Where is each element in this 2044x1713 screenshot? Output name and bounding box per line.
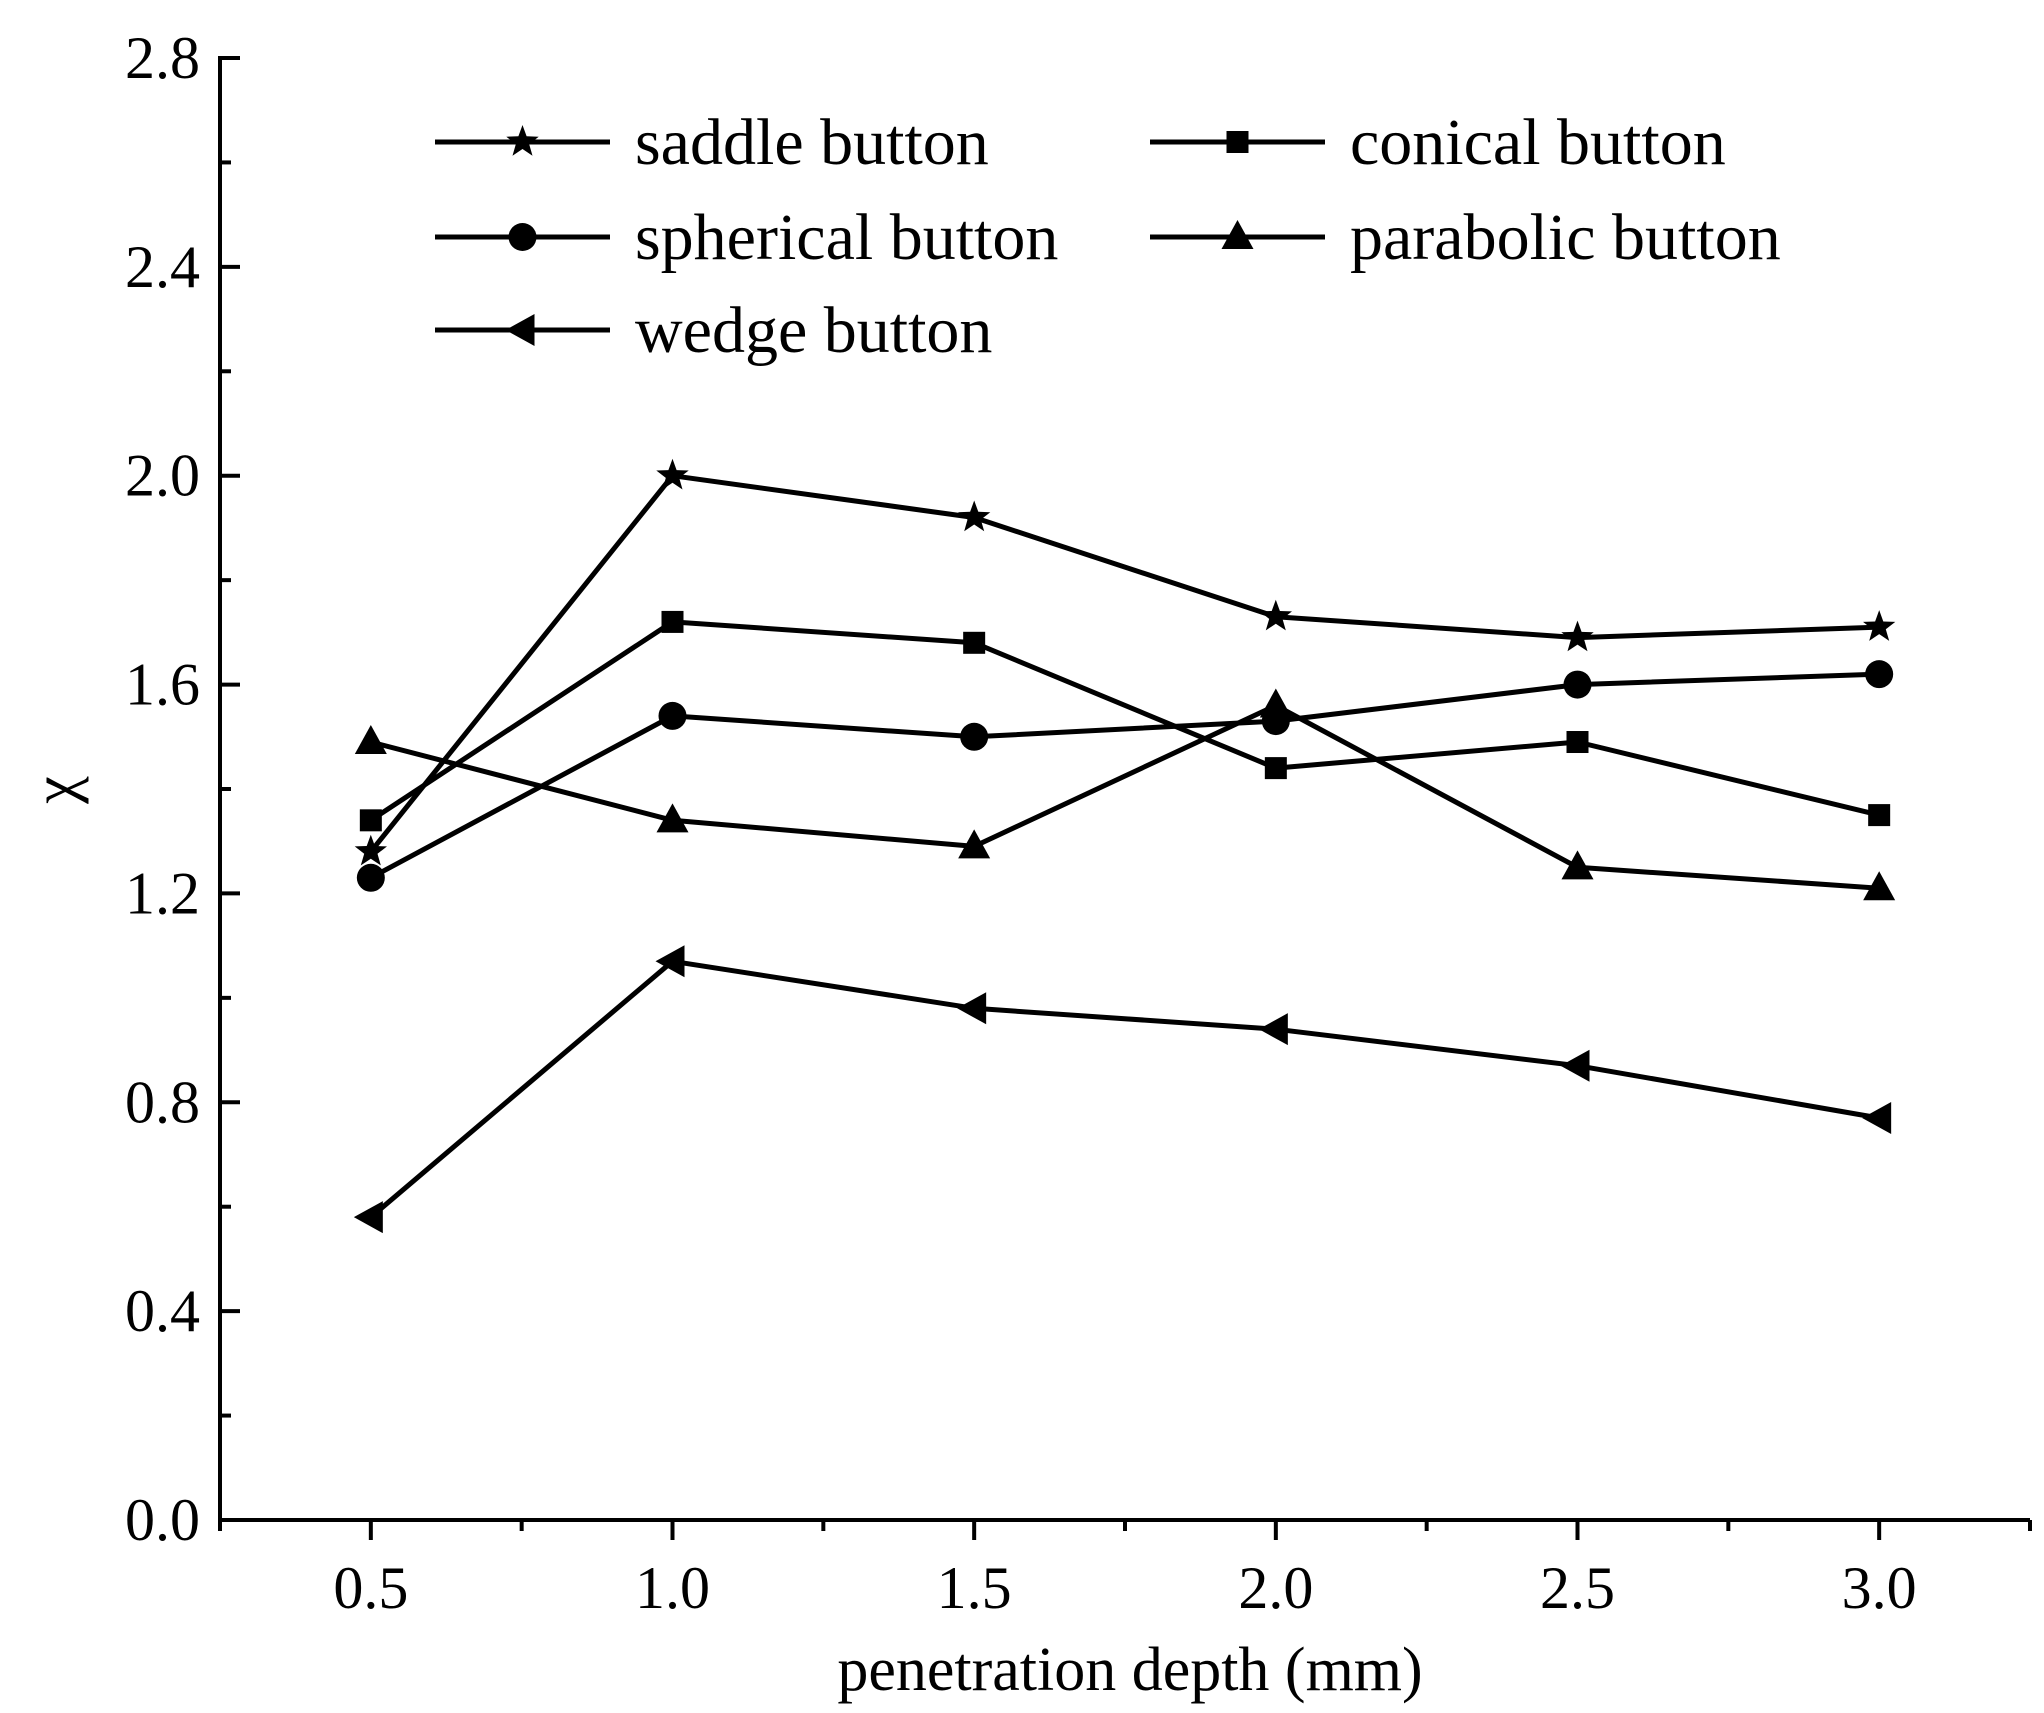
x-tick-label: 2.5 — [1540, 1555, 1615, 1621]
data-point-saddle-button — [1259, 599, 1292, 631]
y-tick-label: 1.6 — [125, 652, 200, 718]
data-point-saddle-button — [656, 458, 689, 490]
legend-marker-parabolic-button — [1221, 220, 1254, 249]
legend-label-saddle-button: saddle button — [635, 106, 989, 179]
data-point-parabolic-button — [1259, 688, 1292, 718]
series-line-parabolic-button — [370, 703, 1880, 891]
data-point-saddle-button — [1561, 620, 1594, 652]
data-point-conical-button — [661, 610, 684, 633]
data-point-wedge-button — [1560, 1049, 1590, 1082]
data-point-wedge-button — [957, 992, 987, 1025]
legend-item-parabolic-button: parabolic button — [1150, 201, 1781, 274]
legend-item-spherical-button: spherical button — [435, 201, 1058, 274]
data-point-conical-button — [1264, 757, 1287, 780]
series-conical-button — [359, 610, 1891, 832]
data-point-spherical-button — [1563, 670, 1592, 699]
y-axis-title: χ — [21, 776, 89, 805]
data-point-conical-button — [1868, 804, 1891, 827]
series-line-wedge-button — [369, 958, 1880, 1220]
legend-marker-saddle-button — [506, 125, 539, 156]
data-point-parabolic-button — [1863, 871, 1896, 901]
y-tick-label: 2.4 — [125, 234, 200, 300]
data-point-spherical-button — [960, 722, 989, 751]
x-axis-title: penetration depth (mm) — [837, 1636, 1422, 1704]
x-tick-label: 0.5 — [333, 1555, 408, 1621]
data-point-wedge-button — [353, 1201, 383, 1234]
data-point-spherical-button — [658, 701, 687, 730]
legend-item-wedge-button: wedge button — [435, 294, 992, 367]
data-point-parabolic-button — [656, 803, 689, 833]
y-tick-label: 1.2 — [125, 860, 200, 926]
y-tick-label: 0.8 — [125, 1069, 200, 1135]
legend-label-spherical-button: spherical button — [635, 201, 1058, 274]
y-tick-label: 0.0 — [125, 1487, 200, 1553]
data-point-wedge-button — [1862, 1101, 1892, 1134]
data-point-parabolic-button — [958, 829, 991, 859]
data-point-parabolic-button — [1561, 850, 1594, 880]
series-line-conical-button — [369, 619, 1880, 823]
legend-marker-wedge-button — [505, 314, 535, 346]
data-point-parabolic-button — [354, 725, 387, 755]
data-point-wedge-button — [655, 945, 685, 978]
y-tick-label: 2.0 — [125, 443, 200, 509]
data-point-wedge-button — [1258, 1013, 1288, 1046]
data-point-saddle-button — [958, 500, 991, 532]
y-tick-label: 2.8 — [125, 25, 200, 91]
legend: saddle button conical button spherical but… — [435, 106, 1781, 367]
legend-item-conical-button: conical button — [1150, 106, 1726, 179]
x-tick-label: 1.5 — [937, 1555, 1012, 1621]
data-point-conical-button — [359, 809, 382, 832]
x-tick-label: 1.0 — [635, 1555, 710, 1621]
legend-label-wedge-button: wedge button — [635, 294, 992, 367]
legend-item-saddle-button: saddle button — [435, 106, 989, 179]
x-tick-label: 2.0 — [1238, 1555, 1313, 1621]
y-tick-label: 0.4 — [125, 1278, 200, 1344]
data-point-saddle-button — [1863, 610, 1896, 641]
data-point-saddle-button — [354, 834, 387, 866]
legend-marker-conical-button — [1226, 131, 1249, 153]
series-saddle-button — [354, 458, 1896, 866]
legend-marker-spherical-button — [508, 223, 537, 251]
series-parabolic-button — [354, 688, 1896, 901]
legend-label-conical-button: conical button — [1350, 106, 1726, 179]
series-layer — [353, 458, 1896, 1234]
series-line-saddle-button — [368, 473, 1880, 854]
data-point-conical-button — [963, 631, 986, 654]
data-point-spherical-button — [356, 863, 385, 892]
x-tick-label: 3.0 — [1842, 1555, 1917, 1621]
axes: 0.0 0.4 0.8 1.2 1.6 2.0 2.4 2.8 0.5 1.0 1.5 2.0 2.5 3… — [125, 25, 2032, 1621]
data-point-conical-button — [1566, 731, 1589, 754]
legend-label-parabolic-button: parabolic button — [1350, 201, 1781, 274]
series-line-spherical-button — [369, 671, 1880, 881]
series-wedge-button — [353, 945, 1892, 1234]
data-point-spherical-button — [1865, 660, 1894, 689]
